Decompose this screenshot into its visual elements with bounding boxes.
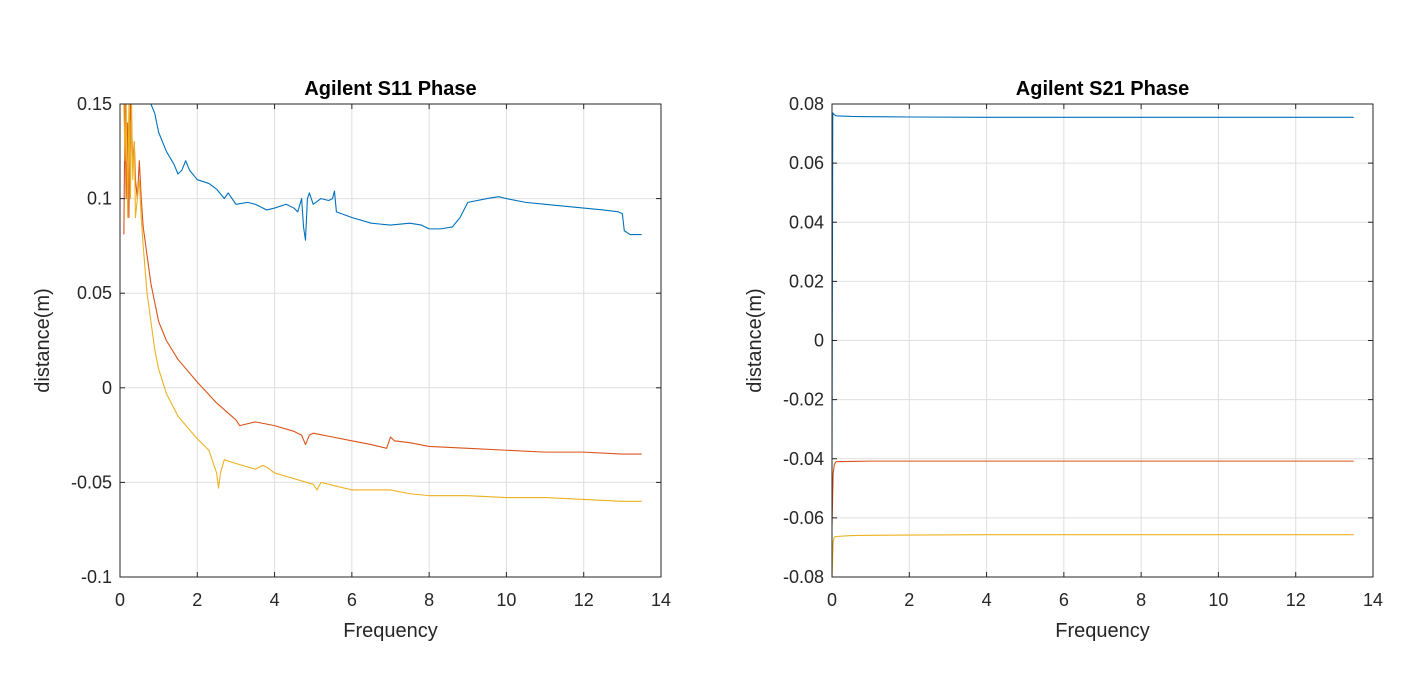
series-line-3 bbox=[832, 534, 1354, 577]
y-tick-label: -0.1 bbox=[81, 567, 112, 587]
y-tick-label: 0.04 bbox=[789, 212, 824, 232]
x-tick-label: 4 bbox=[270, 590, 280, 610]
chart-title: Agilent S11 Phase bbox=[304, 78, 476, 100]
y-tick-label: 0.1 bbox=[87, 189, 112, 209]
x-tick-label: 2 bbox=[904, 590, 914, 610]
series-line-2 bbox=[123, 104, 642, 455]
series-line-2 bbox=[832, 460, 1354, 527]
chart-panel-2: 0 2 4 6 8 10 12 14 -0.08 -0.06 -0.04 -0.02 0 0.02 0.04… bbox=[744, 78, 1383, 642]
y-tick-label: -0.04 bbox=[783, 449, 824, 469]
x-tick-label: 0 bbox=[827, 590, 837, 610]
y-tick-label: 0.02 bbox=[789, 271, 824, 291]
y-tick-label: -0.02 bbox=[783, 390, 824, 410]
y-tick-label: -0.06 bbox=[783, 508, 824, 528]
x-axis-label: Frequency bbox=[343, 620, 438, 642]
x-tick-label: 6 bbox=[1059, 590, 1069, 610]
x-axis-label: Frequency bbox=[1055, 620, 1150, 642]
y-tick-label: 0 bbox=[102, 378, 112, 398]
y-tick-label: 0.15 bbox=[77, 94, 112, 114]
plot-frame bbox=[119, 103, 662, 578]
x-tick-label: 10 bbox=[1208, 590, 1228, 610]
y-axis-label: distance(m) bbox=[32, 288, 54, 392]
y-tick-label: 0.06 bbox=[789, 153, 824, 173]
x-tick-label: 6 bbox=[347, 590, 357, 610]
series-line-1 bbox=[125, 104, 642, 241]
x-tick-label: 12 bbox=[574, 590, 594, 610]
y-axis-label: distance(m) bbox=[744, 288, 766, 392]
y-tick-label: 0.05 bbox=[77, 283, 112, 303]
y-tick-label: -0.05 bbox=[71, 472, 112, 492]
x-tick-label: 0 bbox=[115, 590, 125, 610]
x-tick-label: 8 bbox=[424, 590, 434, 610]
x-tick-label: 8 bbox=[1136, 590, 1146, 610]
chart-title: Agilent S21 Phase bbox=[1016, 78, 1189, 100]
x-tick-label: 12 bbox=[1286, 590, 1306, 610]
y-tick-label: 0.08 bbox=[789, 94, 824, 114]
x-tick-label: 2 bbox=[192, 590, 202, 610]
x-tick-label: 10 bbox=[496, 590, 516, 610]
y-tick-label: -0.08 bbox=[783, 567, 824, 587]
chart-panel-1: 0 2 4 6 8 10 12 14 -0.1 -0.05 0 0.05 0.1 0.15 Agilent … bbox=[32, 78, 671, 642]
x-tick-label: 4 bbox=[982, 590, 992, 610]
x-tick-label: 14 bbox=[1363, 590, 1383, 610]
series-line-1 bbox=[832, 112, 1354, 459]
y-tick-label: 0 bbox=[814, 331, 824, 351]
series-line-3 bbox=[123, 104, 642, 502]
x-tick-label: 14 bbox=[651, 590, 671, 610]
